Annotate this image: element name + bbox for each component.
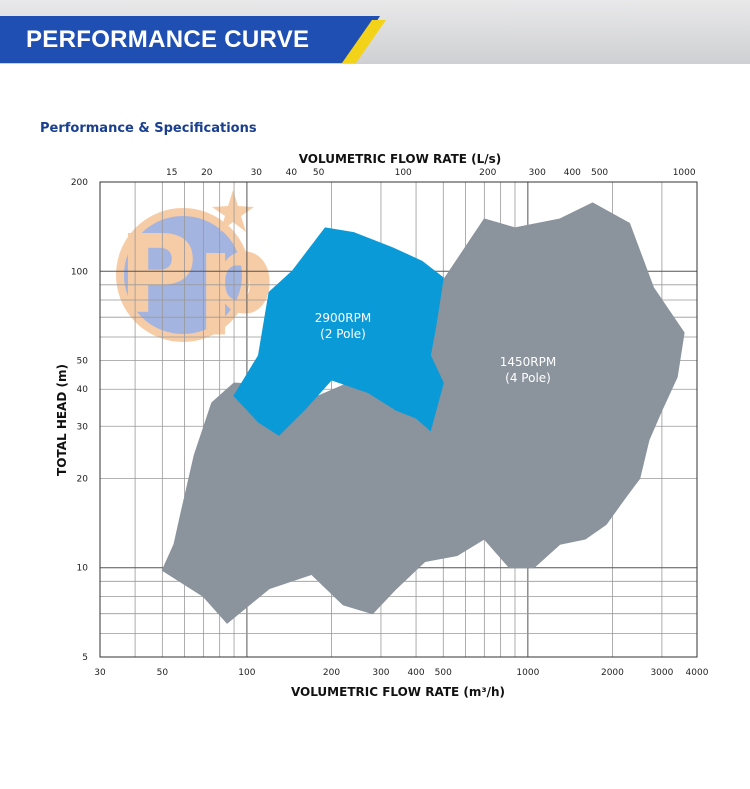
y-tick-label: 40 <box>77 385 89 395</box>
x-tick-label: 300 <box>372 668 389 678</box>
y-tick-label: 10 <box>77 564 89 574</box>
region-label-2900rpm: 2900RPM <box>315 311 371 325</box>
banner-stripe <box>342 20 386 63</box>
x-tick-label: 200 <box>323 668 340 678</box>
region-labels: 1450RPM (4 Pole) 2900RPM (2 Pole) <box>315 311 556 385</box>
star-circle-logo-icon: Pp <box>116 190 274 342</box>
x2-tick-label: 30 <box>251 168 263 178</box>
x2-tick-label: 200 <box>479 168 496 178</box>
x-tick-label: 30 <box>94 668 106 678</box>
x2-tick-label: 15 <box>166 168 177 178</box>
x2-tick-label: 500 <box>591 168 608 178</box>
banner-background <box>0 16 380 63</box>
x-tick-label: 4000 <box>686 668 709 678</box>
x2-tick-label: 40 <box>286 168 298 178</box>
x-tick-label: 2000 <box>601 668 624 678</box>
x-tick-label: 100 <box>238 668 255 678</box>
y-tick-label: 5 <box>82 653 88 663</box>
x2-tick-label: 50 <box>313 168 325 178</box>
y-tick-label: 100 <box>71 267 88 277</box>
title-banner <box>0 16 386 63</box>
y-tick-label: 20 <box>77 474 89 484</box>
y-tick-label: 200 <box>71 178 88 188</box>
region-sublabel-2900rpm: (2 Pole) <box>320 327 366 341</box>
logo-text: Pp <box>118 213 274 338</box>
region-label-1450rpm: 1450RPM <box>500 355 556 369</box>
x-tick-label: 50 <box>157 668 169 678</box>
region-sublabel-1450rpm: (4 Pole) <box>505 371 551 385</box>
x2-tick-label: 300 <box>529 168 546 178</box>
x-tick-label: 400 <box>407 668 424 678</box>
tick-labels: 30 50 100 200 300 400 500 1000 2000 3000 4000 15 20 3… <box>71 168 709 678</box>
section-subtitle: Performance & Specifications <box>40 121 257 136</box>
operating-regions <box>161 202 685 624</box>
x-tick-label: 500 <box>435 668 452 678</box>
x2-tick-label: 1000 <box>673 168 696 178</box>
plot-frame <box>99 181 698 658</box>
x-axis-title: VOLUMETRIC FLOW RATE (m³/h) <box>291 685 505 699</box>
x-tick-label: 3000 <box>650 668 673 678</box>
y-axis-title: TOTAL HEAD (m) <box>55 364 69 476</box>
x2-tick-label: 20 <box>201 168 213 178</box>
page-title: PERFORMANCE CURVE <box>26 26 310 53</box>
x2-tick-label: 400 <box>564 168 581 178</box>
x-tick-label: 1000 <box>516 668 539 678</box>
y-tick-label: 30 <box>77 422 89 432</box>
y-tick-label: 50 <box>77 357 89 367</box>
x2-tick-label: 100 <box>395 168 412 178</box>
region-2900rpm <box>233 227 444 436</box>
x2-axis-title: VOLUMETRIC FLOW RATE (L/s) <box>299 152 502 166</box>
